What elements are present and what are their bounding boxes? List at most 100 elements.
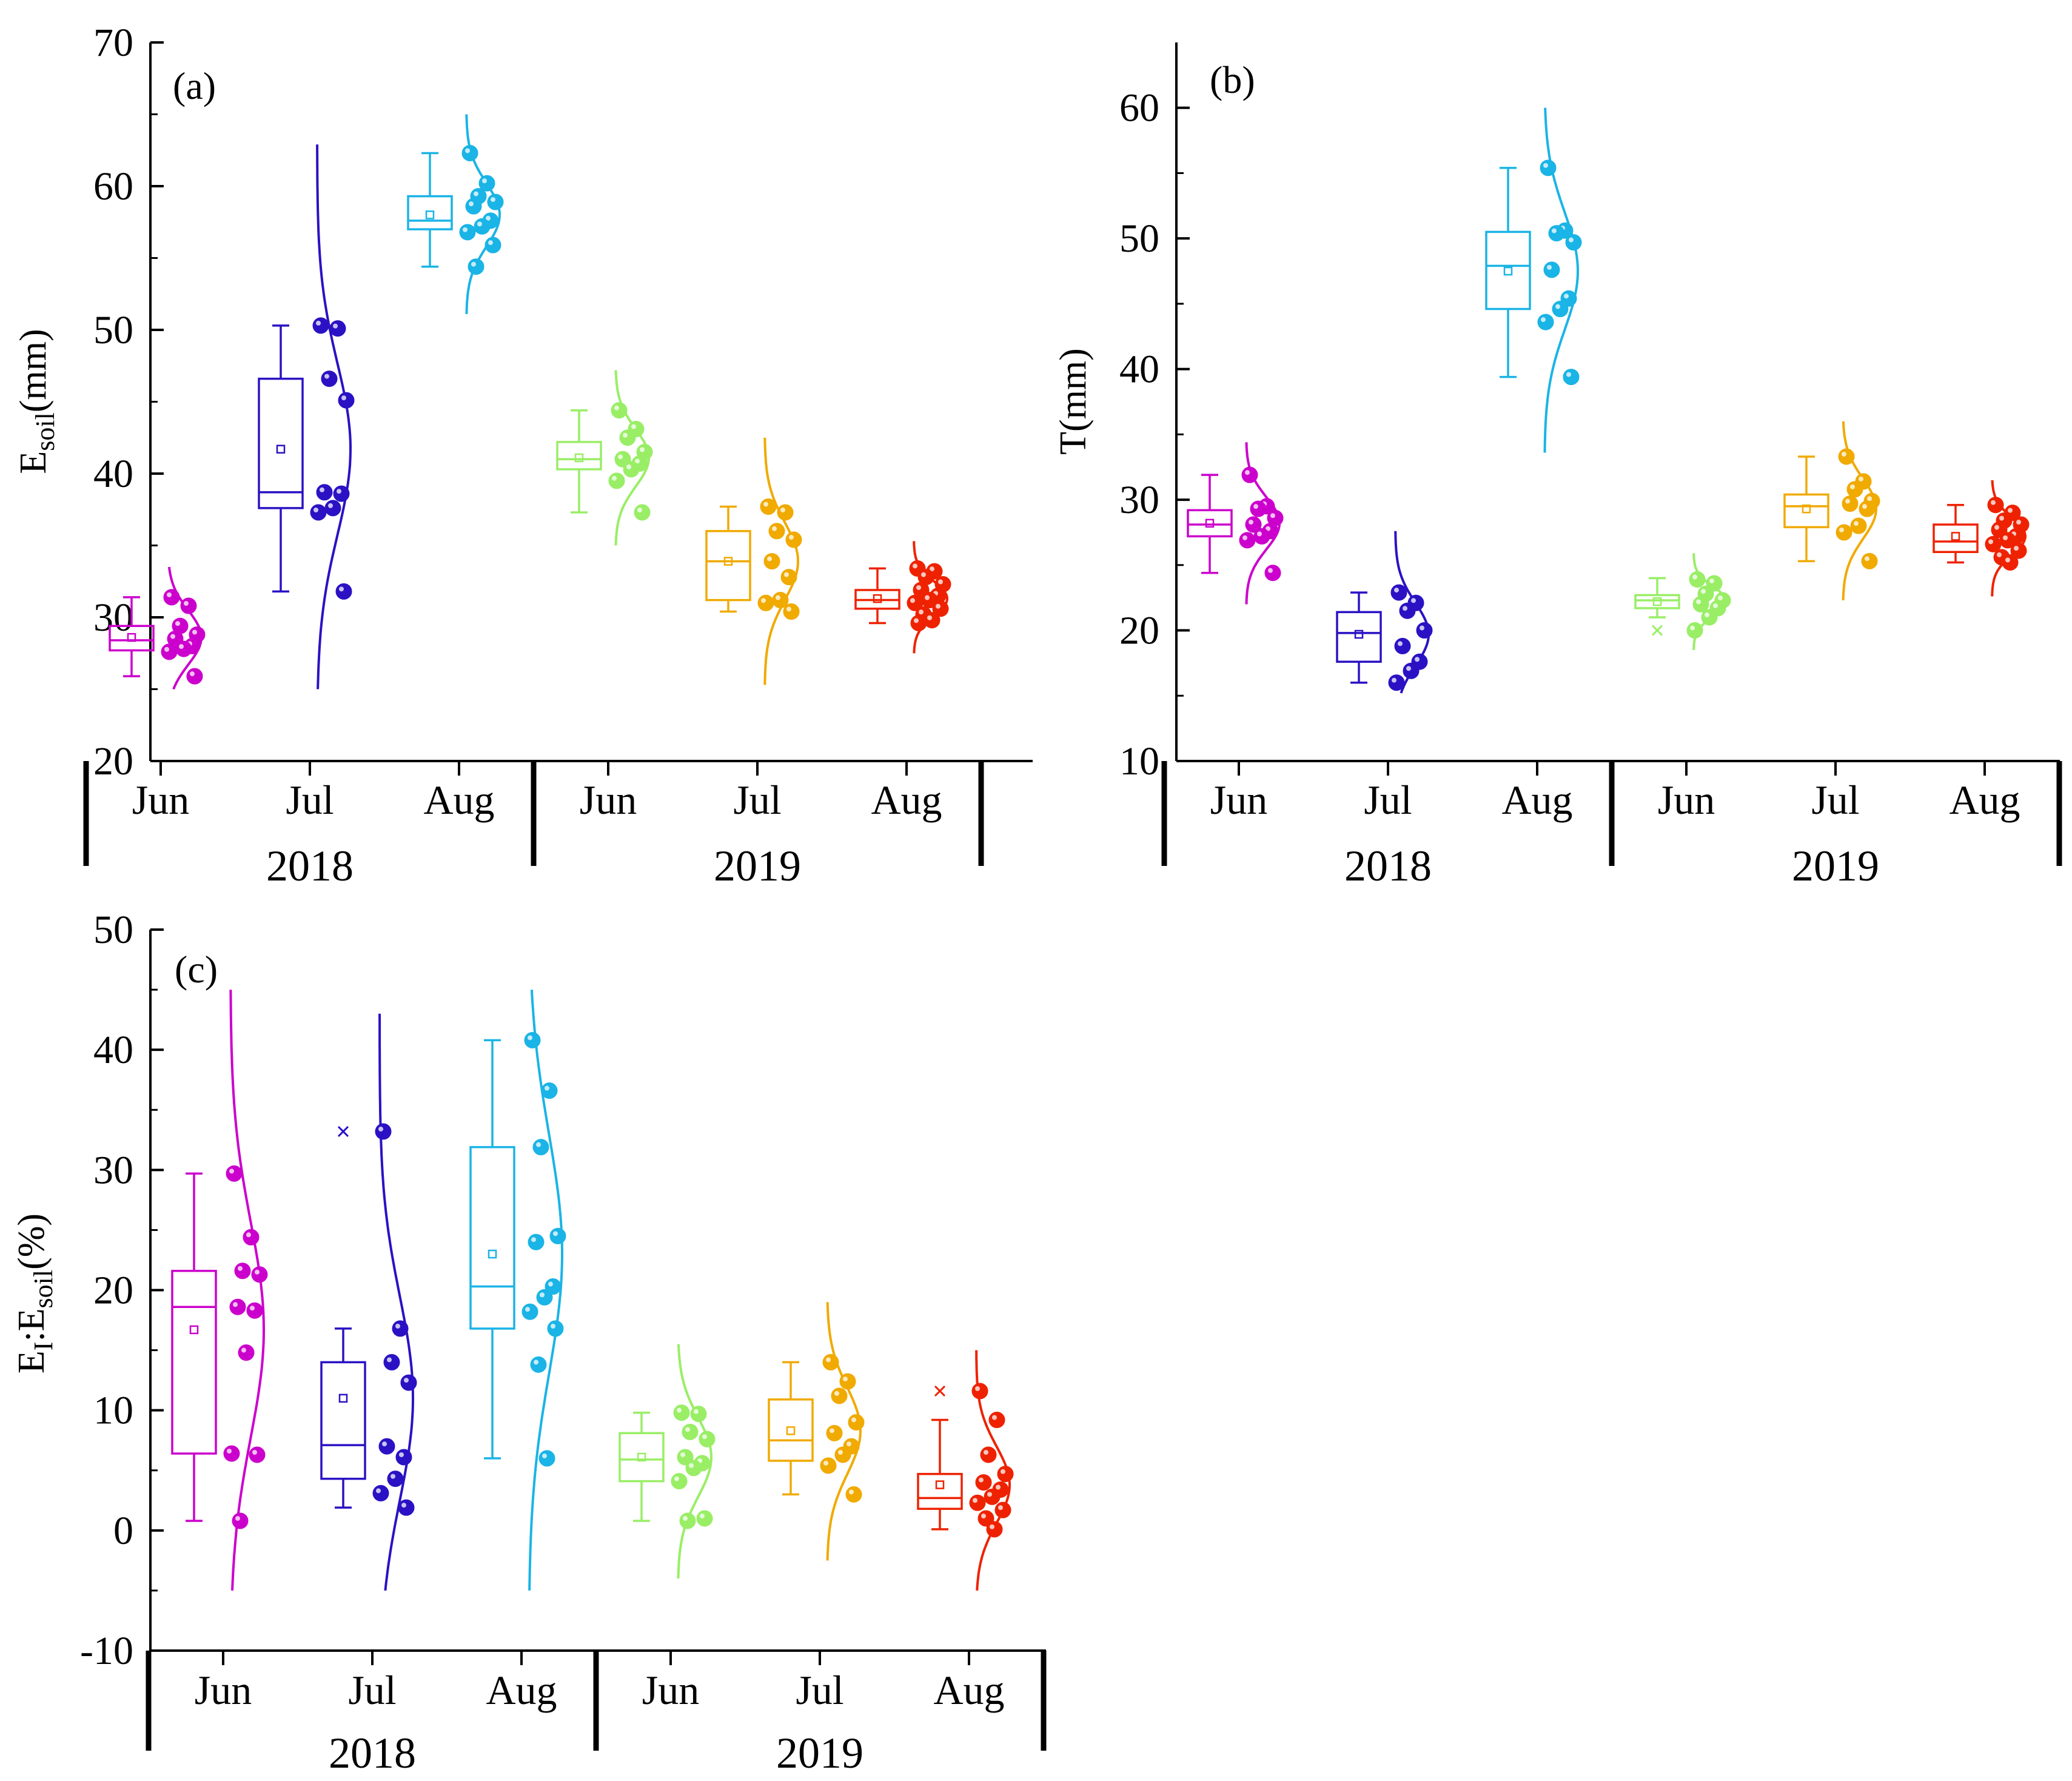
panel-c: -10 0 10 20 30 40 50 (c) EI:Esoil(%) Jun Jul Aug Jun… <box>11 908 1047 1777</box>
data-point-highlight <box>486 215 491 221</box>
y-axis-title: Esoil(mm) <box>13 329 60 474</box>
data-point <box>538 1450 555 1467</box>
data-point <box>760 498 777 515</box>
year-label: 2018 <box>1344 842 1432 890</box>
data-point-highlight <box>1392 677 1396 683</box>
panel-label: (c) <box>175 948 218 991</box>
data-point-highlight <box>528 1035 532 1041</box>
distribution-curve <box>1543 107 1579 453</box>
data-point-highlight <box>1991 500 1996 505</box>
data-point <box>333 485 350 502</box>
data-point-highlight <box>996 1484 1001 1490</box>
y-axis-title: EI:Esoil(%) <box>11 1213 58 1373</box>
data-point <box>780 569 797 586</box>
data-point-highlight <box>913 563 917 569</box>
distribution-curve <box>763 437 800 685</box>
data-point-highlight <box>1854 521 1859 526</box>
data-point <box>1264 565 1281 582</box>
data-point-highlight <box>1701 589 1706 594</box>
data-point <box>1543 261 1560 278</box>
box-iqr <box>171 1270 217 1455</box>
data-point <box>2002 554 2019 571</box>
data-point <box>1987 497 2004 514</box>
data-point-highlight <box>542 1453 547 1458</box>
data-point-highlight <box>536 1142 541 1147</box>
data-point <box>831 1387 848 1404</box>
group-aug-2018: Aug <box>407 114 504 823</box>
data-point <box>608 472 625 489</box>
data-point-highlight <box>1547 264 1552 270</box>
data-point-highlight <box>2014 546 2019 551</box>
data-point-highlight <box>469 201 474 207</box>
x-tick-label: Jun <box>642 1667 699 1713</box>
data-point <box>783 603 800 620</box>
data-point-highlight <box>1245 470 1250 475</box>
box-mean <box>1205 518 1215 528</box>
data-point-highlight <box>916 585 921 590</box>
data-point <box>383 1353 400 1370</box>
data-point-highlight <box>164 646 169 652</box>
data-point <box>536 1289 553 1306</box>
box-mean <box>488 1249 497 1259</box>
data-point-highlight <box>471 261 476 267</box>
data-point-highlight <box>1249 520 1253 525</box>
data-point <box>619 429 636 446</box>
data-point-highlight <box>482 178 487 184</box>
data-point-highlight <box>984 1449 988 1455</box>
data-point-highlight <box>1692 574 1697 580</box>
box-iqr <box>1187 509 1233 538</box>
data-point-highlight <box>992 1415 997 1420</box>
data-point-highlight <box>1867 496 1872 501</box>
data-point <box>180 597 197 614</box>
data-point <box>378 1438 395 1455</box>
data-point-highlight <box>1411 598 1416 603</box>
panel-a: 20 30 40 50 60 70 (a) Esoil(mm) Jun Jul Aug Jun Jul A… <box>13 21 1033 890</box>
box-iqr <box>619 1432 665 1483</box>
x-tick-label: Jul <box>796 1667 843 1713</box>
data-point-highlight <box>1001 1469 1005 1474</box>
x-tick-label: Jun <box>195 1667 252 1713</box>
data-point-highlight <box>780 507 785 512</box>
year-label: 2019 <box>714 842 801 890</box>
data-point-highlight <box>531 1237 536 1243</box>
data-point-highlight <box>463 227 468 232</box>
data-point <box>834 1446 851 1463</box>
box-iqr <box>1634 594 1680 609</box>
data-point-highlight <box>1566 372 1571 377</box>
data-point <box>988 1412 1005 1429</box>
data-point-highlight <box>339 586 344 592</box>
data-point-highlight <box>235 1515 240 1521</box>
group-jul-2018: Jul <box>258 144 355 823</box>
data-point <box>1548 225 1565 242</box>
x-tick-label: Aug <box>933 1667 1004 1713</box>
data-point <box>528 1233 545 1250</box>
y-tick-label: 40 <box>1119 347 1159 392</box>
data-point-highlight <box>1394 588 1399 593</box>
data-point-highlight <box>919 609 924 615</box>
data-point <box>310 504 327 521</box>
data-point <box>324 500 341 517</box>
data-point-highlight <box>772 526 777 531</box>
data-point-highlight <box>626 464 631 469</box>
distribution-curve <box>826 1302 862 1561</box>
data-point-highlight <box>930 566 934 572</box>
data-point-highlight <box>823 1460 828 1466</box>
data-point-highlight <box>789 535 794 540</box>
box-mean <box>189 1325 199 1335</box>
y-axis-title-part: E <box>13 451 54 474</box>
y-axis-title-subscript: soil <box>28 1270 58 1309</box>
data-point <box>335 583 352 600</box>
group-jul-2018: Jul <box>320 1013 417 1713</box>
data-point-highlight <box>694 1409 699 1414</box>
distribution-curve <box>913 541 949 654</box>
data-point-highlight <box>175 621 180 626</box>
data-point-highlight <box>477 221 482 227</box>
box-iqr <box>407 195 453 230</box>
data-point <box>685 1460 702 1477</box>
data-point-highlight <box>784 572 789 577</box>
data-point-highlight <box>927 615 932 620</box>
data-point <box>541 1082 558 1099</box>
panel-label: (a) <box>173 64 216 107</box>
data-point-highlight <box>233 1302 238 1307</box>
box-iqr <box>320 1361 366 1480</box>
